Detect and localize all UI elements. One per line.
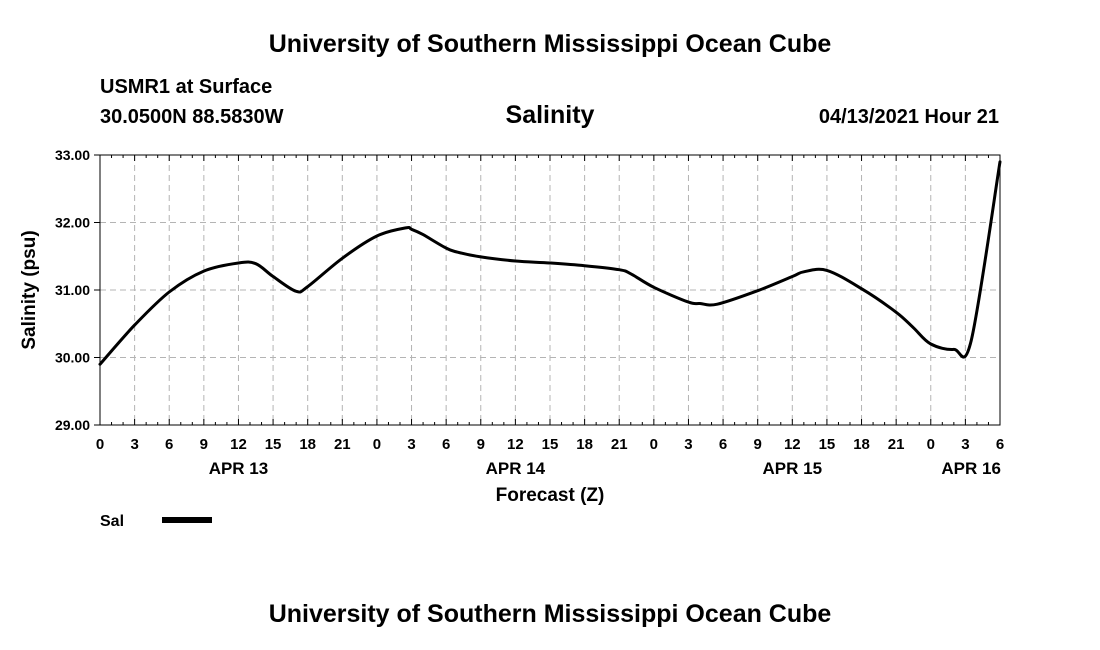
x-tick-label: 3 <box>961 436 969 453</box>
x-tick-label: 18 <box>853 436 870 453</box>
x-tick-label: 9 <box>754 436 762 453</box>
y-axis-label: Salinity (psu) <box>19 230 40 349</box>
x-tick-label: 12 <box>784 436 801 453</box>
coordinates-label: 30.0500N 88.5830W <box>100 106 284 128</box>
series-line-sal <box>98 160 1002 366</box>
x-tick-label: 0 <box>927 436 935 453</box>
y-tick-label: 33.00 <box>55 147 90 163</box>
x-tick-label: 15 <box>542 436 559 453</box>
x-tick-label: 6 <box>165 436 173 453</box>
station-label: USMR1 at Surface <box>100 76 273 98</box>
x-tick-label: 3 <box>684 436 692 453</box>
day-label: APR 13 <box>209 459 269 478</box>
x-tick-label: 21 <box>334 436 351 453</box>
x-tick-label: 0 <box>96 436 104 453</box>
y-tick-label: 32.00 <box>55 215 90 231</box>
x-tick-label: 0 <box>650 436 658 453</box>
x-tick-label: 18 <box>299 436 316 453</box>
x-tick-label: 6 <box>442 436 450 453</box>
page-title-bottom: University of Southern Mississippi Ocean… <box>268 600 832 628</box>
y-tick-label: 30.00 <box>55 350 90 366</box>
page-title-top: University of Southern Mississippi Ocean… <box>268 30 832 58</box>
chart-title: Salinity <box>505 101 595 129</box>
x-tick-label: 3 <box>130 436 138 453</box>
x-tick-label: 15 <box>265 436 282 453</box>
day-label: APR 15 <box>763 459 823 478</box>
x-tick-label: 18 <box>576 436 593 453</box>
y-tick-label: 31.00 <box>55 282 90 298</box>
day-label: APR 14 <box>486 459 546 478</box>
day-label: APR 16 <box>941 459 1001 478</box>
x-axis-label: Forecast (Z) <box>496 485 605 506</box>
x-tick-label: 0 <box>373 436 381 453</box>
x-tick-label: 3 <box>407 436 415 453</box>
x-tick-label: 6 <box>719 436 727 453</box>
x-tick-label: 21 <box>888 436 905 453</box>
x-tick-label: 21 <box>611 436 628 453</box>
y-tick-label: 29.00 <box>55 417 90 433</box>
x-tick-label: 9 <box>477 436 485 453</box>
plot-frame <box>99 154 1001 426</box>
x-tick-label: 15 <box>819 436 836 453</box>
x-tick-label: 12 <box>507 436 524 453</box>
x-tick-label: 12 <box>230 436 247 453</box>
x-tick-label: 6 <box>996 436 1004 453</box>
x-tick-label: 9 <box>200 436 208 453</box>
legend-label: Sal <box>100 513 124 530</box>
forecast-datetime: 04/13/2021 Hour 21 <box>818 106 999 128</box>
